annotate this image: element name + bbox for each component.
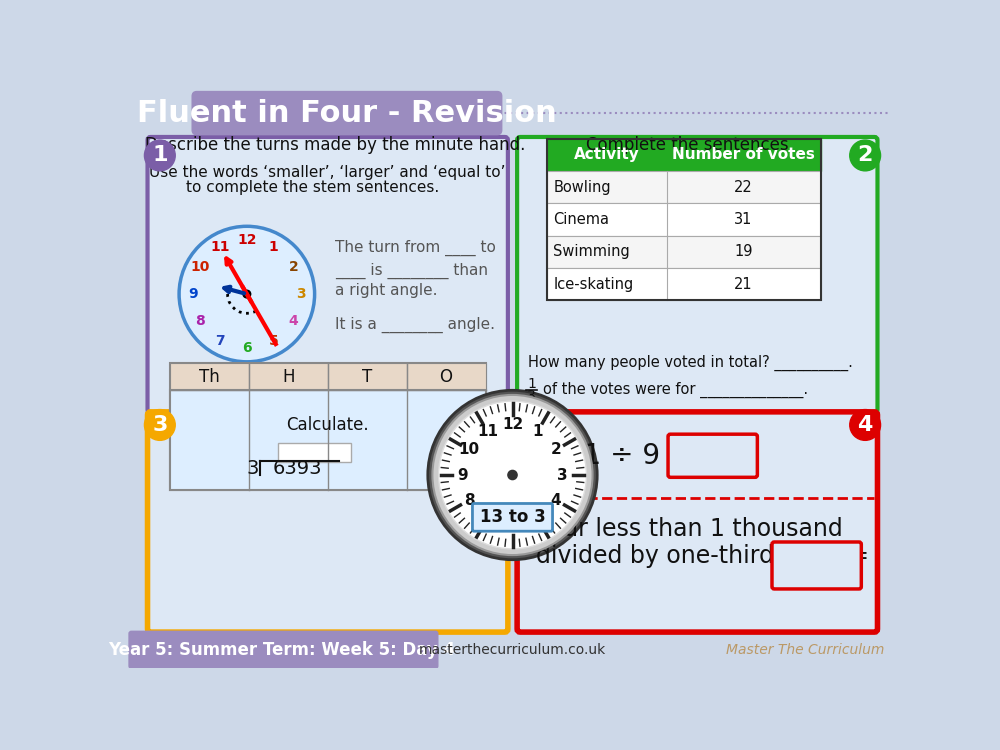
Text: 1: 1 — [527, 377, 536, 392]
FancyBboxPatch shape — [517, 412, 877, 632]
Text: 4: 4 — [551, 493, 561, 508]
Text: 13 to 3: 13 to 3 — [480, 509, 545, 526]
Text: How many people voted in total? __________.: How many people voted in total? ________… — [528, 356, 853, 371]
Text: 5: 5 — [269, 334, 279, 348]
FancyBboxPatch shape — [517, 137, 877, 413]
Text: Th: Th — [199, 368, 220, 386]
Text: 6393: 6393 — [272, 458, 322, 478]
Bar — [547, 139, 821, 300]
Text: 4: 4 — [857, 415, 873, 435]
FancyBboxPatch shape — [148, 137, 508, 413]
Text: a right angle.: a right angle. — [335, 283, 438, 298]
Circle shape — [850, 140, 881, 171]
Bar — [547, 268, 821, 300]
Bar — [278, 442, 351, 462]
Text: 5: 5 — [532, 511, 543, 526]
Circle shape — [508, 470, 517, 479]
Text: T: T — [362, 368, 372, 386]
Text: 21: 21 — [734, 277, 753, 292]
Text: 7: 7 — [215, 334, 225, 348]
Bar — [170, 390, 486, 490]
Text: Complete the sentences.: Complete the sentences. — [586, 136, 794, 154]
Text: 9: 9 — [188, 287, 198, 301]
Text: 1: 1 — [152, 146, 168, 166]
Circle shape — [243, 290, 251, 298]
FancyBboxPatch shape — [148, 412, 508, 632]
Text: 3: 3 — [152, 415, 168, 435]
Circle shape — [179, 226, 315, 362]
Text: 19: 19 — [734, 244, 753, 260]
Text: Calculate.: Calculate. — [286, 416, 369, 434]
Bar — [547, 171, 821, 203]
Text: Master The Curriculum: Master The Curriculum — [726, 643, 884, 657]
Text: 6: 6 — [242, 341, 252, 355]
Text: Ice-skating: Ice-skating — [553, 277, 634, 292]
Text: to complete the stem sentences.: to complete the stem sentences. — [186, 180, 439, 195]
Bar — [407, 363, 486, 390]
Text: Use the words ‘smaller’, ‘larger’ and ‘equal to’: Use the words ‘smaller’, ‘larger’ and ‘e… — [149, 165, 506, 180]
Text: 10: 10 — [459, 442, 480, 458]
Text: 4: 4 — [289, 314, 298, 328]
Text: Describe the turns made by the minute hand.: Describe the turns made by the minute ha… — [145, 136, 526, 154]
Text: 12: 12 — [237, 233, 257, 248]
Text: 1: 1 — [532, 424, 543, 439]
FancyBboxPatch shape — [668, 434, 757, 477]
Text: 11: 11 — [210, 240, 230, 254]
Text: divided by one-third of 36 =: divided by one-third of 36 = — [536, 544, 869, 568]
Text: Year 5: Summer Term: Week 5: Day 4: Year 5: Summer Term: Week 5: Day 4 — [108, 640, 455, 658]
Text: 6: 6 — [507, 518, 518, 532]
Text: of the votes were for ______________.: of the votes were for ______________. — [543, 382, 808, 398]
Text: Cinema: Cinema — [553, 211, 609, 226]
Bar — [547, 203, 821, 236]
FancyBboxPatch shape — [129, 632, 438, 668]
Bar — [547, 139, 821, 171]
Text: 3: 3 — [557, 467, 568, 482]
Text: 1: 1 — [269, 240, 279, 254]
Text: 10: 10 — [190, 260, 210, 274]
Text: masterthecurriculum.co.uk: masterthecurriculum.co.uk — [419, 643, 606, 657]
Bar — [249, 363, 328, 390]
Bar — [328, 363, 407, 390]
Text: 3: 3 — [247, 458, 259, 478]
Text: H: H — [282, 368, 294, 386]
FancyBboxPatch shape — [472, 503, 553, 531]
Text: Swimming: Swimming — [553, 244, 630, 260]
Text: 2: 2 — [857, 146, 873, 166]
Text: 81 ÷ 9 =: 81 ÷ 9 = — [566, 442, 693, 470]
Circle shape — [432, 395, 593, 555]
Text: 8: 8 — [464, 493, 474, 508]
Text: 9: 9 — [457, 467, 468, 482]
Text: ____ is ________ than: ____ is ________ than — [335, 262, 488, 279]
FancyBboxPatch shape — [772, 542, 861, 589]
Text: 12: 12 — [502, 418, 523, 433]
Text: Activity: Activity — [574, 147, 640, 162]
Circle shape — [850, 410, 881, 440]
Bar — [547, 236, 821, 268]
Circle shape — [144, 410, 175, 440]
FancyBboxPatch shape — [192, 92, 502, 135]
Text: Fluent in Four - Revision: Fluent in Four - Revision — [137, 98, 557, 128]
Text: O: O — [440, 368, 453, 386]
Text: 2: 2 — [550, 442, 561, 458]
Text: It is a ________ angle.: It is a ________ angle. — [335, 316, 495, 333]
Text: 8: 8 — [195, 314, 205, 328]
Circle shape — [439, 401, 586, 549]
Text: Bowling: Bowling — [553, 179, 611, 194]
Bar — [170, 363, 249, 390]
Text: 31: 31 — [734, 211, 753, 226]
Text: 22: 22 — [734, 179, 753, 194]
Text: Number of votes: Number of votes — [672, 147, 815, 162]
Bar — [170, 363, 486, 490]
Text: 3: 3 — [527, 389, 536, 404]
Bar — [170, 390, 486, 490]
Circle shape — [144, 140, 175, 171]
Text: 7: 7 — [482, 511, 493, 526]
Text: 2: 2 — [289, 260, 298, 274]
Text: The turn from ____ to: The turn from ____ to — [335, 240, 496, 256]
Text: 11: 11 — [477, 424, 498, 439]
Text: 3: 3 — [296, 287, 306, 301]
Text: Four less than 1 thousand: Four less than 1 thousand — [536, 517, 842, 541]
Circle shape — [428, 390, 597, 560]
